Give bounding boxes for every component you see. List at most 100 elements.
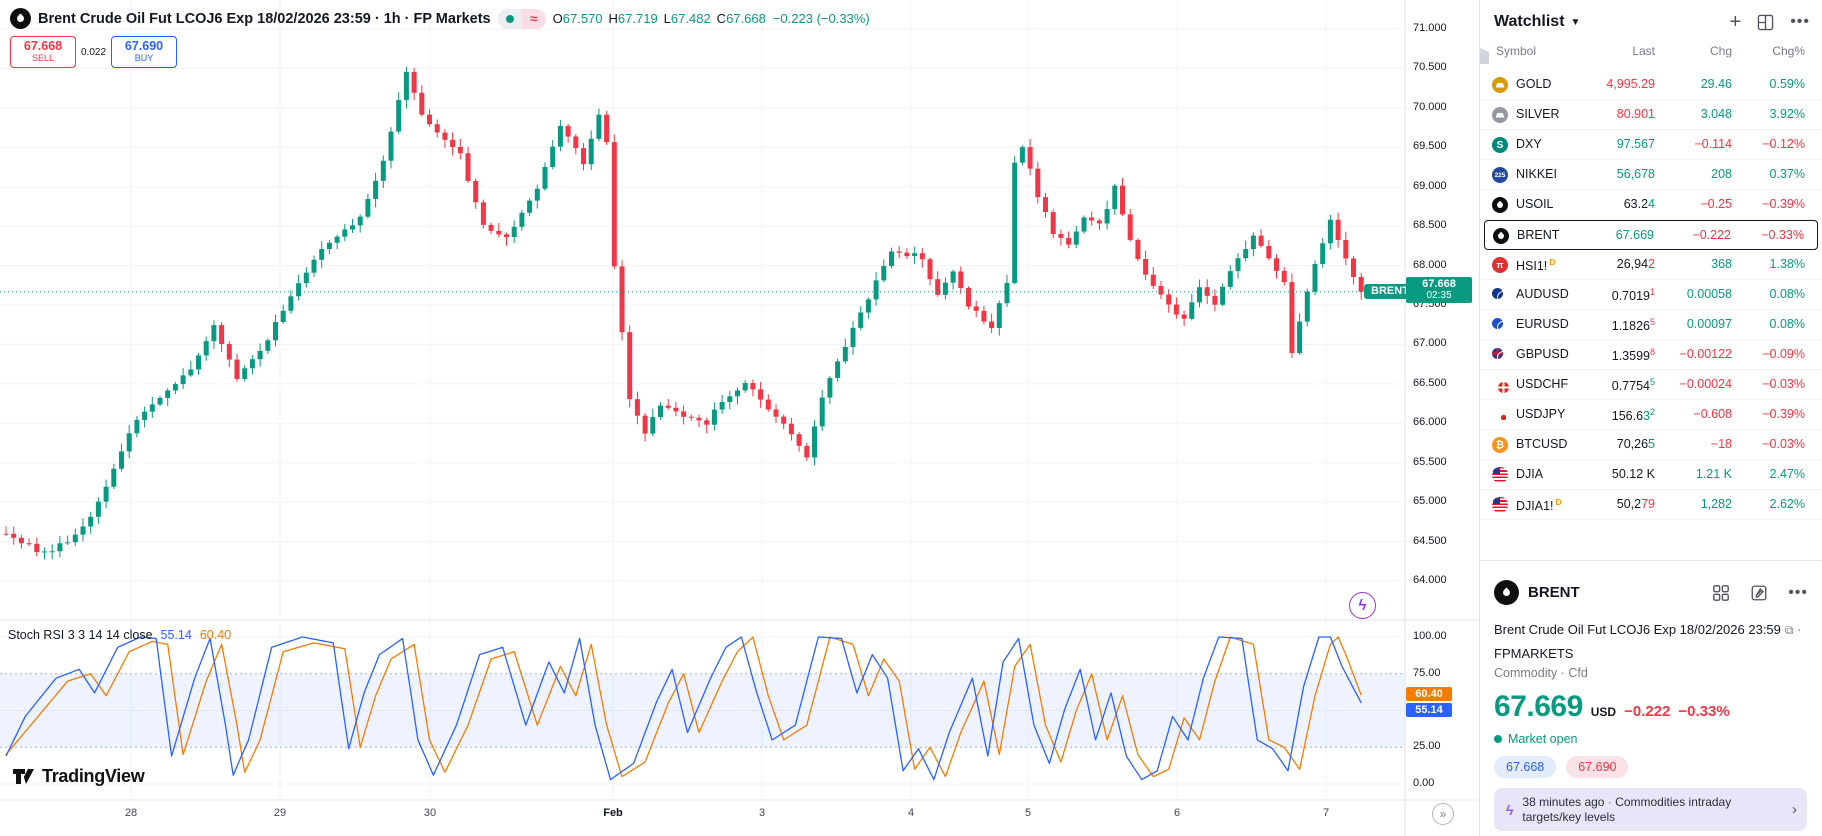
bid-pill[interactable]: 67.668 — [1494, 756, 1557, 778]
price-axis-label: 64.000 — [1413, 574, 1447, 586]
current-price: 67.668 — [1422, 278, 1456, 290]
watchlist-symbol: DJIA — [1516, 467, 1544, 481]
gold-icon — [1492, 77, 1508, 93]
aud_usd-icon — [1492, 287, 1508, 303]
watchlist-chg-pct: −0.39% — [1762, 407, 1805, 421]
ohlc-values: O67.570 H67.719 L67.482 C67.668 — [552, 11, 766, 26]
watchlist-last: 67.669 — [1615, 228, 1654, 242]
chart-legend[interactable]: Brent Crude Oil Fut LCOJ6 Exp 18/02/2026… — [10, 8, 870, 29]
watchlist-last: 1.18265 — [1611, 317, 1655, 334]
watchlist-row-gold[interactable]: GOLD 4,995.29 29.46 0.59% — [1480, 70, 1822, 100]
chart-title: Brent Crude Oil Fut LCOJ6 Exp 18/02/2026… — [38, 10, 491, 27]
watchlist-symbol: DXY — [1516, 137, 1542, 151]
watchlist-chg-pct: 2.47% — [1769, 467, 1805, 481]
watchlist-chg: 368 — [1711, 257, 1732, 271]
edit-note-icon[interactable] — [1750, 584, 1768, 602]
spread-value: 0.022 — [76, 45, 112, 59]
watchlist-row-djia[interactable]: DJIA 50.12 K 1.21 K 2.47% — [1480, 460, 1822, 490]
watchlist-chg: −0.00122 — [1679, 347, 1732, 361]
chart-region[interactable]: Brent Crude Oil Fut LCOJ6 Exp 18/02/2026… — [0, 0, 1478, 836]
sell-price: 67.668 — [23, 39, 63, 54]
watchlist-row-usdjpy[interactable]: USDJPY 156.632 −0.608 −0.39% — [1480, 400, 1822, 430]
watchlist-row-silver[interactable]: SILVER 80.901 3.048 3.92% — [1480, 100, 1822, 130]
watchlist-last: 70,265 — [1616, 437, 1655, 451]
watchlist-last: 50.12 K — [1611, 467, 1655, 481]
watchlist-symbol: NIKKEI — [1516, 167, 1557, 181]
watchlist-row-usoil[interactable]: USOIL 63.24 −0.25 −0.39% — [1480, 190, 1822, 220]
usd_chf-icon — [1492, 377, 1509, 393]
dxy-icon: S — [1492, 137, 1508, 153]
watchlist-row-audusd[interactable]: AUDUSD 0.70191 0.00058 0.08% — [1480, 280, 1822, 310]
watchlist-header: Watchlist ▼ + ••• — [1480, 0, 1822, 44]
watchlist-chg-pct: −0.03% — [1762, 377, 1805, 391]
watchlist-chg-pct: −0.33% — [1761, 228, 1804, 242]
watchlist-row-btcusd[interactable]: ₿ BTCUSD 70,265 −18 −0.03% — [1480, 430, 1822, 460]
watchlist-last: 0.77545 — [1611, 377, 1655, 394]
watchlist-symbol: BRENT — [1517, 228, 1560, 242]
watchlist-row-dxy[interactable]: S DXY 97.567 −0.114 −0.12% — [1480, 130, 1822, 160]
column-last[interactable]: Last — [1632, 44, 1655, 58]
detail-description[interactable]: Brent Crude Oil Fut LCOJ6 Exp 18/02/2026… — [1494, 622, 1802, 661]
market-open-dot-icon — [1494, 735, 1502, 743]
watchlist-row-nikkei[interactable]: 225 NIKKEI 56,678 208 0.37% — [1480, 160, 1822, 190]
tradingview-logo[interactable]: TradingView — [12, 764, 145, 788]
watchlist-chg: −18 — [1710, 437, 1732, 451]
watchlist-menu-button[interactable]: ••• — [1790, 13, 1810, 30]
column-symbol[interactable]: Symbol — [1496, 44, 1537, 58]
nikkei-icon: 225 — [1492, 167, 1508, 183]
column-chg[interactable]: Chg — [1709, 44, 1732, 58]
watchlist-symbol: USDCHF — [1516, 377, 1569, 391]
watchlist-last: 0.70191 — [1611, 287, 1655, 304]
watchlist-chg-pct: 0.37% — [1769, 167, 1805, 181]
watchlist-last: 97.567 — [1616, 137, 1655, 151]
ask-pill[interactable]: 67.690 — [1566, 756, 1629, 778]
indicator-status-pill[interactable]: ≈ — [497, 8, 546, 29]
detail-menu-button[interactable]: ••• — [1788, 584, 1808, 601]
watchlist-row-gbpusd[interactable]: GBPUSD 1.35998 −0.00122 −0.09% — [1480, 340, 1822, 370]
chevron-down-icon[interactable]: ▼ — [1570, 16, 1581, 28]
price-chart-canvas[interactable] — [0, 0, 1478, 836]
detail-last-price: 67.669 — [1494, 690, 1583, 723]
time-axis-label: 4 — [907, 807, 915, 819]
stoch-rsi-legend[interactable]: Stoch RSI 3 3 14 14 close 55.14 60.40 — [8, 628, 231, 642]
drag-tab-icon — [1480, 48, 1489, 64]
detail-change: −0.222 — [1624, 703, 1671, 720]
price-axis-label: 66.500 — [1413, 376, 1447, 389]
watchlist-panel: Watchlist ▼ + ••• Symbol Last Chg Chg% G… — [1479, 0, 1822, 836]
lightning-icon: ϟ — [1506, 801, 1514, 818]
grid-view-icon[interactable] — [1712, 584, 1730, 602]
usflag-icon — [1492, 497, 1508, 513]
watchlist-chg: −0.222 — [1692, 228, 1731, 242]
watchlist-chg-pct: 2.62% — [1769, 497, 1805, 511]
sell-button[interactable]: 67.668 SELL — [10, 36, 76, 68]
watchlist-title[interactable]: Watchlist — [1494, 13, 1565, 30]
time-axis-label: Feb — [603, 807, 623, 819]
time-axis-label: 30 — [423, 807, 437, 819]
watchlist-last: 26,942 — [1616, 257, 1655, 271]
open-external-icon[interactable]: ⧉ — [1784, 623, 1794, 637]
column-chg-pct[interactable]: Chg% — [1772, 44, 1805, 58]
stoch-axis-label: 0.00 — [1413, 777, 1435, 789]
stoch-d-value: 60.40 — [199, 628, 232, 642]
price-axis-label: 70.000 — [1413, 100, 1447, 113]
watchlist-row-eurusd[interactable]: EURUSD 1.18265 0.00097 0.08% — [1480, 310, 1822, 340]
watchlist-chg-pct: −0.03% — [1762, 437, 1805, 451]
watchlist-symbol: GBPUSD — [1516, 347, 1569, 361]
add-symbol-button[interactable]: + — [1729, 10, 1742, 33]
watchlist-row-djia1[interactable]: DJIA1! D 50,279 1,282 2.62% — [1480, 490, 1822, 520]
watchlist-row-hsi1[interactable]: π HSI1! D 26,942 368 1.38% — [1480, 250, 1822, 280]
watchlist-row-brent[interactable]: BRENT 67.669 −0.222 −0.33% — [1484, 220, 1818, 250]
buy-button[interactable]: 67.690 BUY — [111, 36, 178, 68]
watchlist-symbol: USDJPY — [1516, 407, 1566, 421]
quick-action-flash-button[interactable]: ϟ — [1349, 592, 1376, 619]
oil-drop-icon — [10, 8, 31, 29]
watchlist-row-usdchf[interactable]: USDCHF 0.77545 −0.00024 −0.03% — [1480, 370, 1822, 400]
time-axis-label: 6 — [1173, 807, 1181, 819]
tradingview-mark-icon — [13, 769, 34, 784]
go-to-realtime-button[interactable]: » — [1432, 803, 1454, 825]
oil-icon — [1493, 228, 1509, 244]
layout-grid-icon[interactable] — [1757, 14, 1774, 31]
news-bar[interactable]: ϟ 38 minutes ago · Commodities intraday … — [1494, 788, 1807, 831]
price-axis-label: 66.000 — [1413, 416, 1447, 429]
